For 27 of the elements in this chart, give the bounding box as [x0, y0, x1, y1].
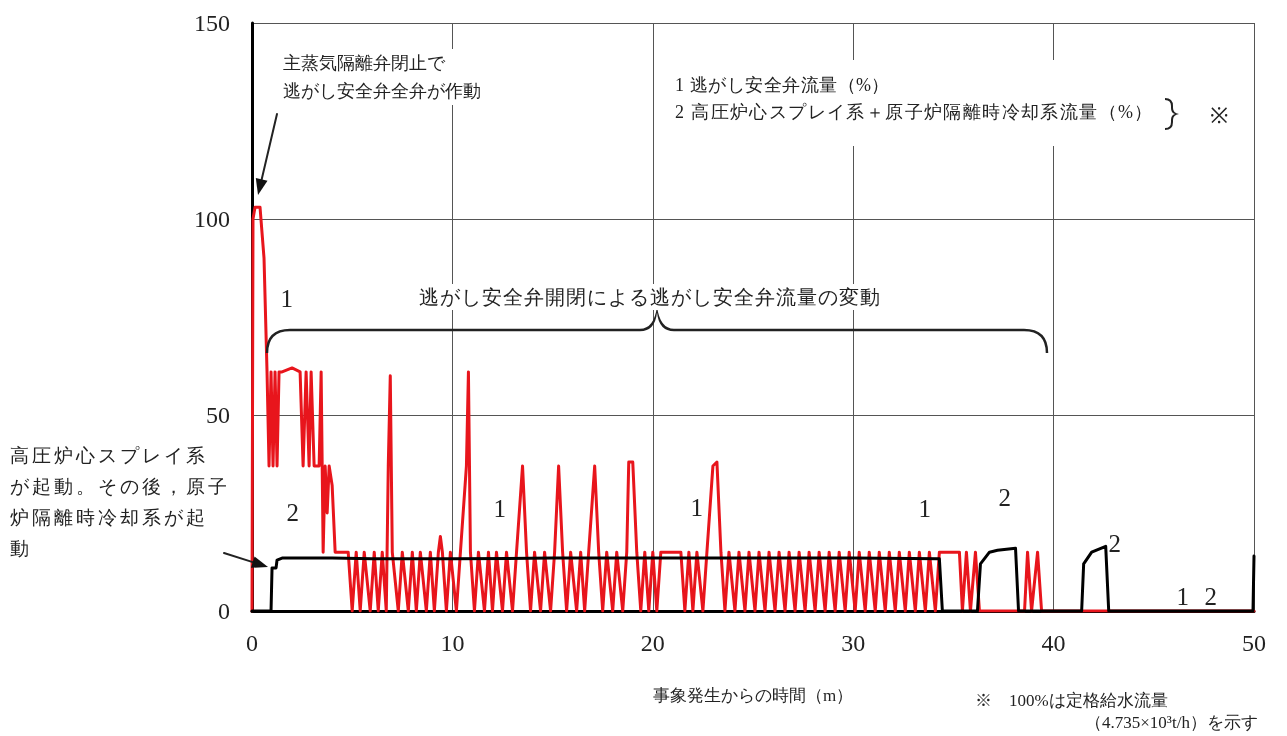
x-tick-label: 0	[246, 630, 258, 656]
annotation: 1	[280, 283, 293, 314]
annotation: 1	[493, 493, 506, 524]
text: ※ 100%は定格給水流量（4.735×10³t/h）を示す	[975, 690, 1258, 734]
x-tick-label: 20	[640, 630, 665, 656]
y-tick-label: 150	[194, 10, 230, 36]
annotation: ※	[1210, 102, 1228, 130]
x-tick-label: 50	[1242, 630, 1266, 656]
annotation: 2 高圧炉心スプレイ系＋原子炉隔離時冷却系流量（%）	[675, 101, 1154, 124]
y-tick-label: 0	[218, 598, 230, 624]
x-axis-title: 事象発生からの時間（m）	[652, 686, 854, 705]
x-tick-label: 10	[440, 630, 465, 656]
annotation: 1 逃がし安全弁流量（%）	[675, 74, 890, 97]
series-label: 1	[1176, 581, 1189, 612]
annotation: 2	[1108, 528, 1121, 559]
x-tick-label: 30	[841, 630, 866, 656]
annotation: 1	[690, 492, 703, 523]
series-label: 2	[1204, 581, 1217, 612]
annotation: 主蒸気隔離弁閉止で逃がし安全弁全弁が作動	[283, 49, 481, 105]
annotation: 1	[918, 493, 931, 524]
text: 高圧炉心スプレイ系が起動。その後，原子炉隔離時冷却系が起動	[10, 445, 230, 561]
annotation: 2	[286, 497, 299, 528]
y-tick-label: 100	[194, 206, 230, 232]
annotation: 逃がし安全弁開閉による逃がし安全弁流量の変動	[419, 284, 881, 310]
y-tick-label: 50	[206, 402, 230, 428]
annotation: 2	[998, 482, 1011, 513]
x-tick-label: 40	[1041, 630, 1066, 656]
